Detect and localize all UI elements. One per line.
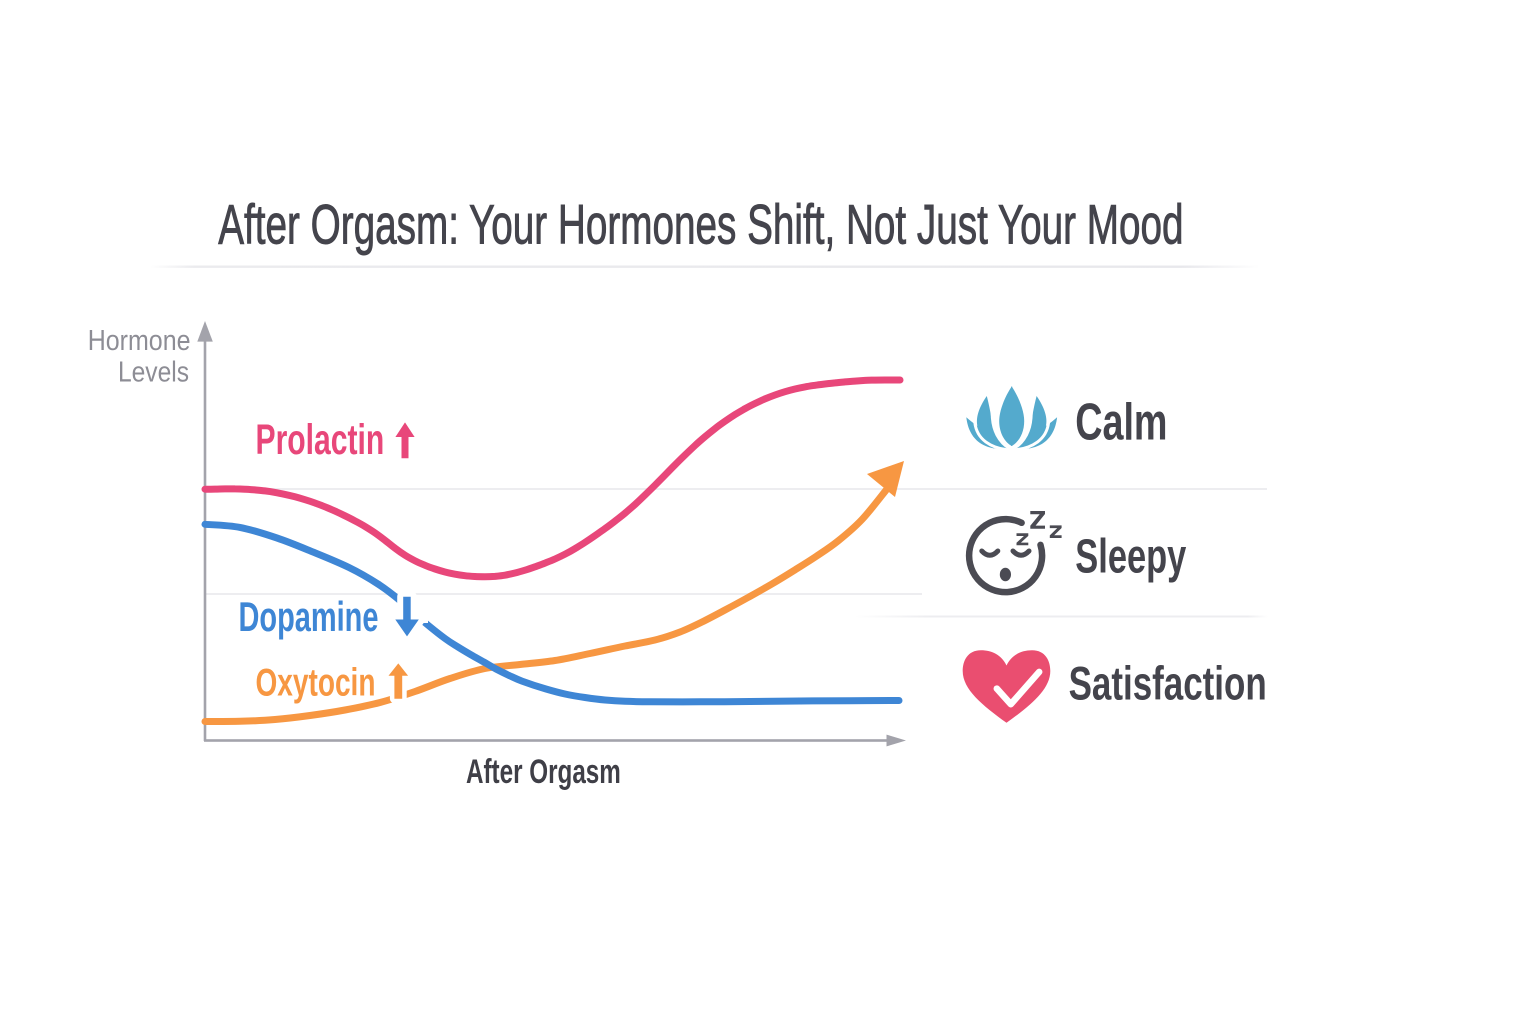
svg-text:Sleepy: Sleepy — [1075, 529, 1186, 583]
svg-text:Satisfaction: Satisfaction — [1069, 657, 1267, 709]
svg-text:Hormone: Hormone — [88, 323, 191, 356]
svg-text:Levels: Levels — [118, 355, 189, 387]
svg-text:After Orgasm: After Orgasm — [466, 753, 621, 791]
svg-text:Dopamine: Dopamine — [239, 594, 379, 640]
svg-text:Oxytocin: Oxytocin — [256, 661, 376, 705]
svg-text:Calm: Calm — [1075, 392, 1167, 450]
svg-text:After Orgasm: Your Hormones Sh: After Orgasm: Your Hormones Shift, Not J… — [218, 195, 1183, 256]
svg-text:Prolactin: Prolactin — [256, 415, 385, 464]
